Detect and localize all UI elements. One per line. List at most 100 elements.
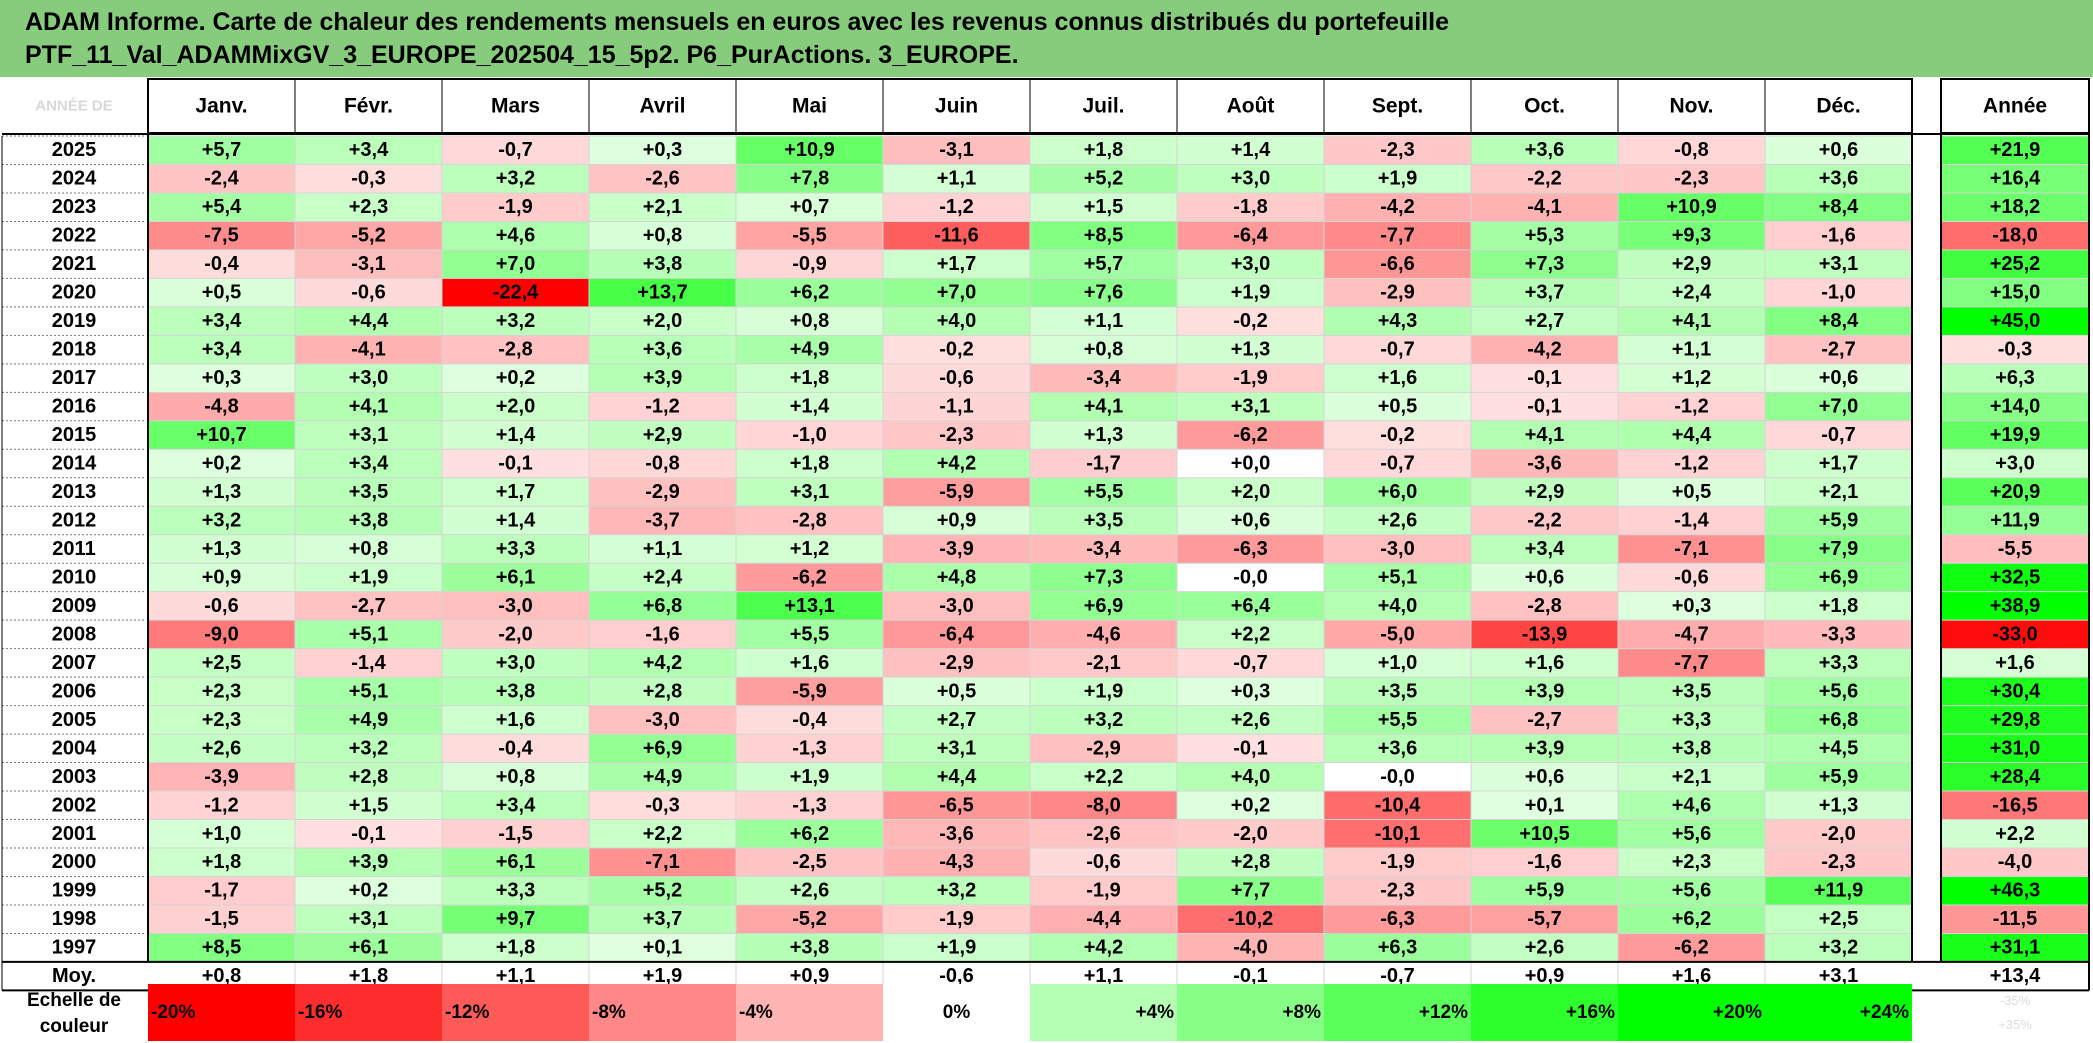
heat-cell-value: +5,7 [202,139,241,161]
heat-cell-value: -3,9 [939,538,973,560]
heat-cell [589,249,736,279]
heat-cell [883,762,1030,792]
heat-cell [883,278,1030,307]
heat-cell-value: +1,9 [937,937,976,959]
heat-cell [1765,904,1912,934]
heat-cell-value: -4,6 [1086,623,1120,645]
heat-cell [1177,734,1324,763]
heat-cell-value: +6,2 [790,823,829,845]
heat-cell [1765,791,1912,820]
annual-scale-range: +35% [1998,1017,2032,1032]
heat-cell [589,591,736,621]
heat-cell [295,192,442,222]
heat-cell [1765,848,1912,877]
heat-cell [148,705,295,735]
heat-cell-value: +0,6 [1231,509,1270,531]
heat-cell-value: -0,2 [939,339,973,361]
heat-cell-value: +3,2 [349,737,388,759]
heat-cell [1324,904,1471,934]
scale-swatch [442,984,589,1041]
heat-cell-value: -0,8 [1674,139,1708,161]
heat-cell [148,648,295,678]
annual-cell-value: +1,6 [1995,652,2034,674]
heat-cell-value: +5,5 [790,623,829,645]
scale-swatch-label: +12% [1419,1002,1468,1023]
heat-cell [589,420,736,450]
heat-cell [736,335,883,364]
heat-cell [442,363,589,393]
heat-cell-value: +10,9 [1666,196,1717,218]
annual-cell [1941,534,2089,564]
heat-cell [148,164,295,193]
scale-swatch-label: +24% [1860,1002,1909,1023]
heat-cell [148,762,295,792]
heat-cell-value: -0,7 [1821,424,1855,446]
heat-cell [442,420,589,450]
annual-cell [1941,791,2089,820]
heat-cell-value: +2,0 [643,310,682,332]
heat-cell [295,876,442,905]
heat-cell-value: +3,8 [1672,737,1711,759]
heat-cell [736,363,883,393]
heat-cell [1618,819,1765,848]
heat-cell [736,136,883,165]
heat-cell-value: -4,1 [1527,196,1561,218]
heat-cell-value: -2,8 [792,509,826,531]
heat-cell [1324,705,1471,735]
heat-cell [442,335,589,364]
heat-cell-value: +3,3 [1672,709,1711,731]
annual-cell [1941,449,2089,478]
heat-cell [1030,819,1177,848]
row-year-label: 2024 [52,168,97,190]
heat-cell-value: -2,0 [1821,823,1855,845]
heat-cell-value: +1,9 [790,766,829,788]
heat-cell [1177,449,1324,478]
heat-cell [442,591,589,621]
heat-cell-value: +7,6 [1084,282,1123,304]
heat-cell-value: -1,5 [204,908,238,930]
heat-cell-value: -1,4 [351,652,386,674]
heat-cell [1765,677,1912,706]
heat-cell-value: +5,9 [1819,766,1858,788]
heat-cell-value: +3,1 [1231,396,1270,418]
heat-cell [736,620,883,649]
heat-cell [1324,420,1471,450]
heat-cell-value: -2,4 [204,168,239,190]
heat-cell-value: +1,6 [496,709,535,731]
heat-cell [1471,819,1618,848]
heat-cell-value: +5,6 [1819,680,1858,702]
heat-cell [589,563,736,592]
heat-cell [589,848,736,877]
heat-cell-value: +3,4 [1525,538,1565,560]
heat-cell-value: -2,7 [1821,339,1855,361]
heat-cell-value: -0,6 [939,367,973,389]
scale-swatch [295,984,442,1041]
heat-cell [1618,249,1765,279]
heat-cell [295,762,442,792]
heat-cell-value: +2,6 [1378,509,1417,531]
heat-cell-value: +3,1 [937,737,976,759]
heat-cell-value: +4,1 [1672,310,1711,332]
heat-cell [1177,933,1324,962]
scale-swatch-label: -12% [445,1002,489,1023]
average-value: +1,1 [1084,965,1123,987]
heat-cell-value: -1,0 [792,424,826,446]
heat-cell [1618,164,1765,193]
heat-cell [1030,648,1177,678]
heat-cell-value: +3,5 [1378,680,1417,702]
heat-cell-value: +3,7 [643,908,682,930]
heat-cell [1030,563,1177,592]
heat-cell [295,335,442,364]
heat-cell-value: +3,0 [1231,253,1270,275]
title-line-1: ADAM Informe. Carte de chaleur des rende… [25,8,1450,36]
heat-cell [1030,904,1177,934]
heat-cell [1324,563,1471,592]
heat-cell [1765,306,1912,336]
heat-cell-value: -7,1 [645,851,679,873]
heat-cell-value: +2,9 [643,424,682,446]
heat-cell [148,534,295,564]
heat-cell [442,192,589,222]
heat-cell [442,449,589,478]
heat-cell [295,705,442,735]
heat-cell [442,164,589,193]
